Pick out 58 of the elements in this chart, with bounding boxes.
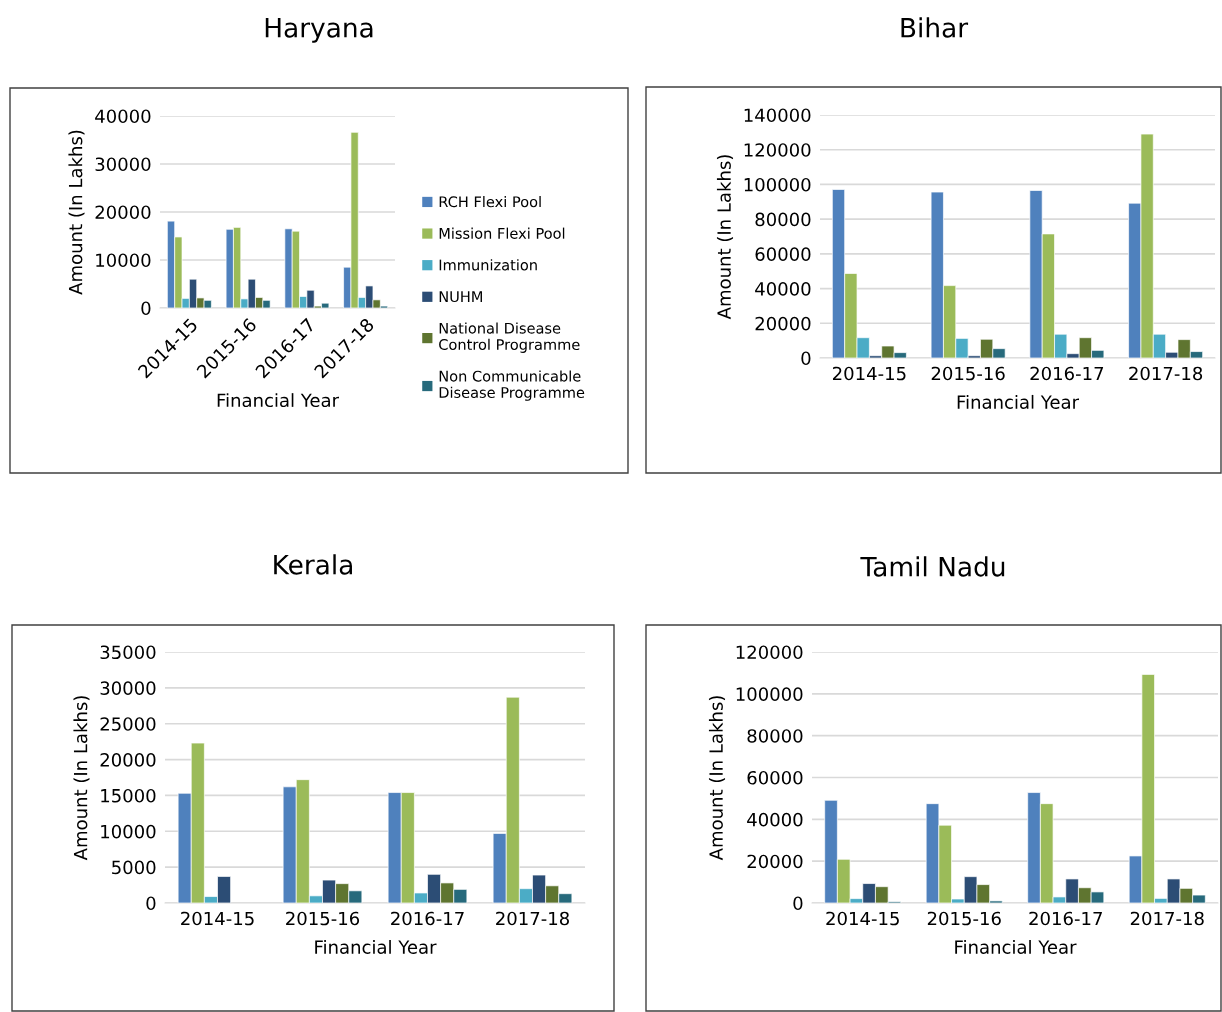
legend-label: National Disease Control Programme — [439, 322, 580, 353]
chart-title: Kerala — [274, 554, 352, 575]
legend-label: Immunization — [439, 259, 537, 271]
y-tick-label: 5000 — [112, 860, 156, 875]
y-tick-label: 120000 — [744, 143, 811, 157]
x-tick-label: 2016-17 — [1030, 366, 1104, 381]
x-axis-title: Financial Year — [217, 393, 340, 408]
y-tick-label: 80000 — [747, 729, 803, 743]
x-tick-label: 2014-15 — [826, 911, 899, 926]
y-tick-label: 15000 — [101, 788, 156, 803]
y-tick-label: 0 — [793, 896, 803, 911]
x-tick-label: 2017-18 — [496, 911, 569, 926]
x-tick-label: 2017-18 — [1129, 366, 1203, 381]
y-tick-label: 10000 — [101, 824, 156, 839]
x-tick-label: 2015-16 — [927, 911, 1001, 926]
y-tick-label: 80000 — [755, 212, 811, 227]
y-tick-label: 0 — [141, 301, 151, 316]
y-tick-label: 20000 — [747, 854, 803, 869]
x-tick-label: 2016-17 — [391, 911, 464, 926]
y-tick-label: 40000 — [95, 109, 151, 124]
y-tick-label: 100000 — [744, 177, 811, 192]
x-tick-label: 2014-15 — [181, 911, 254, 926]
x-tick-label: 2017-18 — [1130, 911, 1204, 926]
y-tick-label: 60000 — [747, 770, 803, 785]
y-axis-title: Amount (In Lakhs) — [68, 130, 85, 295]
y-tick-label: 25000 — [100, 717, 156, 731]
y-tick-label: 10000 — [96, 253, 151, 268]
y-tick-label: 20000 — [95, 205, 151, 220]
y-tick-label: 0 — [146, 896, 156, 911]
chart-title: Bihar — [901, 17, 969, 38]
x-tick-label: 2016-17 — [1029, 911, 1102, 926]
y-tick-label: 40000 — [755, 282, 811, 296]
x-tick-label: 2015-16 — [286, 911, 360, 926]
y-tick-label: 120000 — [736, 645, 803, 660]
y-tick-label: 30000 — [100, 681, 156, 695]
y-tick-label: 100000 — [736, 687, 803, 701]
y-axis-title: Amount (In Lakhs) — [716, 155, 734, 320]
y-axis-title: Amount (In Lakhs) — [708, 696, 726, 861]
y-tick-label: 40000 — [747, 812, 803, 827]
chart-title: Tamil Nadu — [860, 556, 1005, 577]
x-tick-label: 2014-15 — [832, 366, 906, 381]
legend-label: NUHM — [439, 291, 482, 303]
y-tick-label: 0 — [801, 351, 811, 366]
x-axis-title: Financial Year — [315, 939, 437, 954]
x-axis-title: Financial Year — [955, 939, 1077, 954]
legend-label: Mission Flexi Pool — [439, 227, 565, 239]
y-tick-label: 35000 — [100, 645, 156, 660]
y-tick-label: 20000 — [100, 753, 156, 767]
x-tick-label: 2015-16 — [931, 366, 1005, 381]
y-tick-label: 20000 — [755, 316, 811, 331]
legend-label: Non Communicable Disease Programme — [439, 370, 585, 401]
legend-label: RCH Flexi Pool — [439, 195, 541, 208]
x-axis-title: Financial Year — [957, 394, 1080, 409]
chart-title: Haryana — [265, 18, 373, 43]
y-tick-label: 30000 — [95, 157, 151, 172]
y-tick-label: 60000 — [755, 247, 811, 261]
y-axis-title: Amount (In Lakhs) — [73, 696, 90, 861]
y-tick-label: 140000 — [744, 108, 811, 123]
